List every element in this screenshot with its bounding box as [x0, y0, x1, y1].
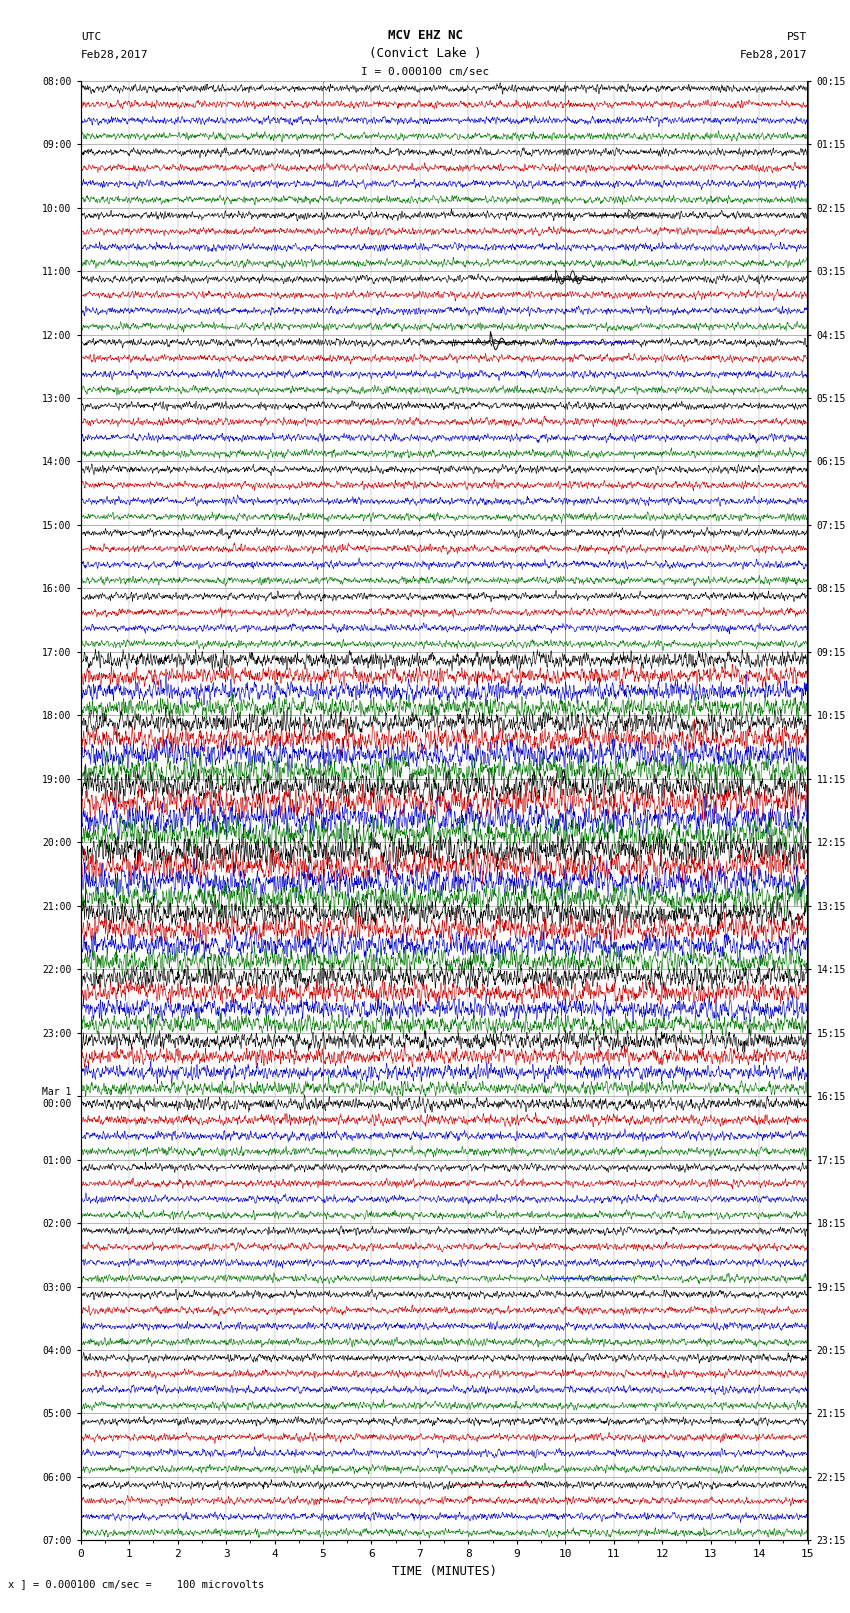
Text: UTC: UTC [81, 32, 101, 42]
X-axis label: TIME (MINUTES): TIME (MINUTES) [392, 1565, 496, 1578]
Text: MCV EHZ NC: MCV EHZ NC [388, 29, 462, 42]
Text: I = 0.000100 cm/sec: I = 0.000100 cm/sec [361, 68, 489, 77]
Text: (Convict Lake ): (Convict Lake ) [369, 47, 481, 60]
Text: Feb28,2017: Feb28,2017 [81, 50, 148, 60]
Text: Feb28,2017: Feb28,2017 [740, 50, 808, 60]
Text: x ] = 0.000100 cm/sec =    100 microvolts: x ] = 0.000100 cm/sec = 100 microvolts [8, 1579, 264, 1589]
Text: PST: PST [787, 32, 808, 42]
